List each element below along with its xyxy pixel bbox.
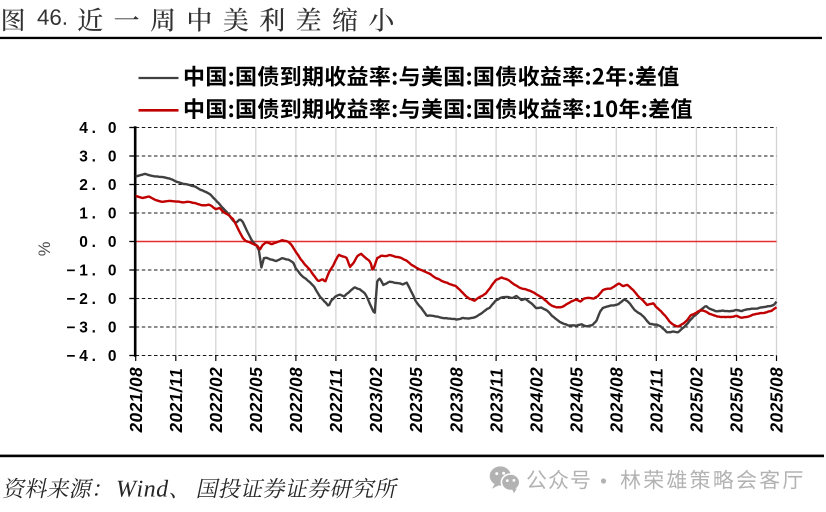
svg-text:2025/08: 2025/08 (767, 365, 787, 433)
svg-text:2025/05: 2025/05 (727, 365, 747, 433)
svg-text:2023/02: 2023/02 (366, 365, 386, 433)
svg-text:1. 0: 1. 0 (79, 206, 120, 223)
svg-text:2022/05: 2022/05 (246, 365, 266, 433)
svg-text:−4. 0: −4. 0 (66, 348, 120, 365)
svg-text:2024/02: 2024/02 (526, 365, 546, 433)
svg-text:3. 0: 3. 0 (79, 149, 120, 166)
svg-text:2. 0: 2. 0 (79, 177, 120, 194)
svg-text:2024/05: 2024/05 (567, 365, 587, 433)
svg-text:2024/11: 2024/11 (647, 366, 667, 434)
svg-text:−2. 0: −2. 0 (66, 291, 120, 308)
svg-text:2022/11: 2022/11 (326, 366, 346, 434)
svg-text:2021/11: 2021/11 (166, 366, 186, 434)
svg-text:2023/05: 2023/05 (406, 365, 426, 433)
svg-text:2022/08: 2022/08 (286, 365, 306, 433)
svg-text:2023/11: 2023/11 (486, 366, 506, 434)
svg-text:0. 0: 0. 0 (79, 234, 120, 251)
svg-text:2024/08: 2024/08 (607, 365, 627, 433)
svg-text:−1. 0: −1. 0 (66, 263, 120, 280)
svg-text:%: % (36, 241, 54, 256)
svg-text:4. 0: 4. 0 (79, 120, 120, 137)
svg-text:−3. 0: −3. 0 (66, 320, 120, 337)
svg-text:2021/08: 2021/08 (126, 365, 146, 433)
svg-text:2023/08: 2023/08 (446, 365, 466, 433)
svg-text:2025/02: 2025/02 (687, 365, 707, 433)
svg-text:2022/02: 2022/02 (206, 365, 226, 433)
